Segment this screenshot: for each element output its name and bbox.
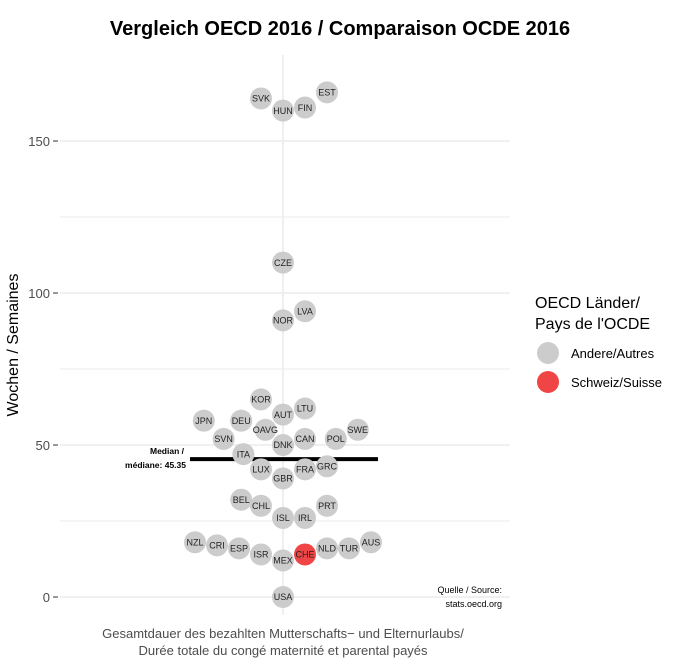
point-label-lux: LUX	[252, 465, 270, 475]
point-nor	[272, 309, 294, 332]
point-aut	[272, 403, 294, 426]
point-label-svn: SVN	[214, 434, 233, 444]
point-pol	[324, 427, 347, 450]
grid: 0 50 100 150	[28, 55, 510, 615]
point-fra	[294, 458, 316, 481]
point-dnk	[272, 434, 294, 456]
point-irl	[294, 506, 316, 529]
point-label-est: EST	[318, 88, 336, 98]
point-ltu	[294, 397, 316, 420]
point-hun	[272, 99, 294, 122]
point-label-isl: ISL	[276, 513, 290, 523]
median-label-line-2: médiane: 45.35	[125, 460, 186, 470]
point-usa	[272, 586, 294, 608]
median-label-line-1: Median /	[150, 446, 185, 456]
point-label-svk: SVK	[252, 94, 270, 104]
point-label-bel: BEL	[233, 495, 250, 505]
point-est	[316, 81, 338, 104]
point-bel	[230, 488, 253, 511]
legend-label-switzerland: Schweiz/Suisse	[571, 375, 662, 390]
point-label-isr: ISR	[253, 550, 269, 560]
point-label-fin: FIN	[298, 103, 313, 113]
point-label-nld: NLD	[318, 544, 337, 554]
point-kor	[250, 388, 272, 411]
y-tick-label: 100	[28, 286, 50, 301]
point-chl	[250, 494, 272, 517]
point-cze	[272, 251, 294, 274]
point-svn	[212, 427, 235, 450]
y-tick-label: 0	[43, 590, 50, 605]
point-label-grc: GRC	[317, 461, 338, 471]
chart-title: Vergleich OECD 2016 / Comparaison OCDE 2…	[110, 18, 570, 40]
median: Median / médiane: 45.35	[125, 446, 378, 470]
point-che	[294, 543, 316, 566]
point-label-swe: SWE	[348, 425, 369, 435]
point-label-tur: TUR	[340, 544, 359, 554]
legend-label-others: Andere/Autres	[571, 346, 655, 361]
point-oavg	[254, 418, 277, 441]
legend-title-line-1: OECD Länder/	[535, 295, 640, 312]
point-swe	[346, 418, 369, 441]
point-cri	[206, 534, 228, 557]
point-label-ita: ITA	[237, 449, 250, 459]
y-axis-title: Wochen / Semaines	[5, 274, 22, 417]
point-lux	[250, 458, 272, 481]
point-label-irl: IRL	[298, 513, 312, 523]
point-aus	[360, 531, 382, 554]
y-tick-label: 150	[28, 134, 50, 149]
point-label-kor: KOR	[251, 395, 271, 405]
point-label-nzl: NZL	[186, 537, 203, 547]
point-label-mex: MEX	[273, 556, 293, 566]
point-prt	[316, 494, 338, 517]
point-ita	[232, 443, 255, 466]
point-label-aus: AUS	[362, 537, 381, 547]
point-jpn	[192, 409, 215, 432]
point-label-cri: CRI	[209, 541, 225, 551]
point-label-esp: ESP	[230, 544, 248, 554]
point-nzl	[184, 531, 206, 554]
source-line-1: Quelle / Source:	[437, 585, 502, 595]
y-tick-label: 50	[36, 438, 50, 453]
point-label-aut: AUT	[274, 410, 293, 420]
legend-key-switzerland	[537, 371, 559, 393]
point-nld	[316, 537, 338, 560]
x-axis-title-line-2: Durée totale du congé maternité et paren…	[138, 643, 428, 658]
point-label-can: CAN	[295, 434, 314, 444]
point-lva	[294, 300, 316, 323]
legend: OECD Länder/ Pays de l'OCDE Andere/Autre…	[535, 295, 662, 393]
source-line-2: stats.oecd.org	[445, 599, 502, 609]
point-label-usa: USA	[274, 592, 293, 602]
point-grc	[316, 455, 338, 478]
x-axis-title-line-1: Gesamtdauer des bezahlten Mutterschafts−…	[102, 626, 464, 641]
point-label-che: CHE	[295, 550, 314, 560]
legend-key-others	[537, 342, 559, 364]
point-deu	[230, 409, 253, 432]
point-label-pol: POL	[327, 434, 345, 444]
point-label-chl: CHL	[252, 501, 270, 511]
point-isr	[250, 543, 272, 566]
point-isl	[272, 506, 294, 529]
point-label-deu: DEU	[232, 416, 251, 426]
point-label-prt: PRT	[318, 501, 336, 511]
legend-title-line-2: Pays de l'OCDE	[535, 316, 650, 333]
point-label-hun: HUN	[273, 106, 293, 116]
point-label-ltu: LTU	[297, 404, 313, 414]
point-tur	[338, 537, 360, 560]
point-label-cze: CZE	[274, 258, 292, 268]
point-label-jpn: JPN	[195, 416, 212, 426]
point-fin	[294, 96, 316, 119]
point-label-gbr: GBR	[273, 474, 293, 484]
point-svk	[250, 87, 272, 110]
point-can	[294, 427, 316, 450]
point-gbr	[272, 467, 294, 490]
point-label-fra: FRA	[296, 465, 314, 475]
point-esp	[228, 537, 250, 560]
point-mex	[272, 549, 294, 572]
point-label-dnk: DNK	[273, 440, 292, 450]
point-label-oavg: OAVG	[253, 425, 278, 435]
point-label-lva: LVA	[297, 306, 313, 316]
point-label-nor: NOR	[273, 316, 294, 326]
